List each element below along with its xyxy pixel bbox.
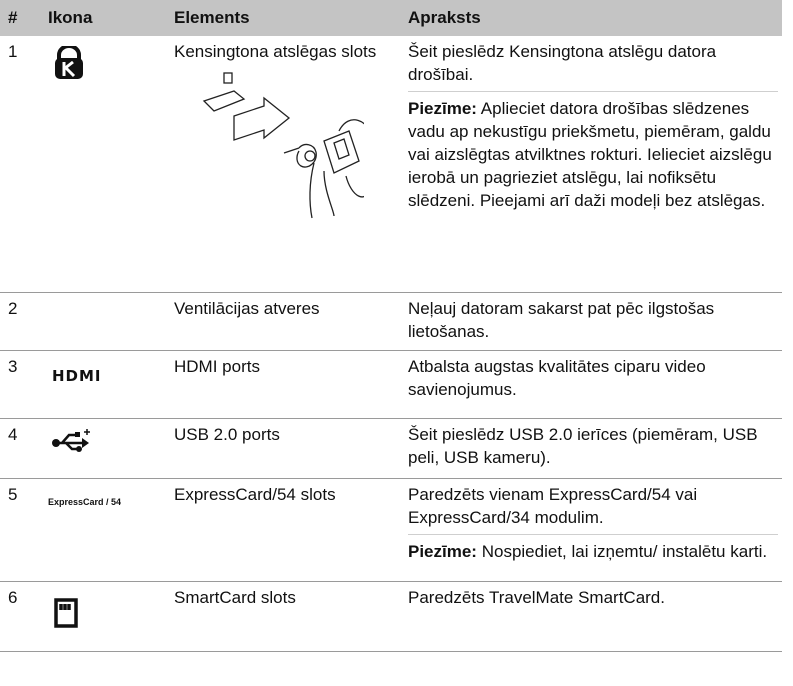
kensington-icon <box>55 44 83 79</box>
description: Neļauj datoram sakarst pat pēc ilgstošas… <box>400 292 782 351</box>
header: Elements <box>166 0 400 36</box>
row: 5 ExpressCard / 54 ExpressCard/54 slots … <box>0 478 782 582</box>
row: 1 Kensingtona atslēgas slots <box>0 36 782 293</box>
smartcard-icon <box>54 597 78 628</box>
note-label: Piezīme: <box>408 99 477 118</box>
header: Apraksts <box>400 0 782 36</box>
header: Ikona <box>40 0 166 36</box>
description: Šeit pieslēdz Kensingtona atslēgu datora… <box>408 42 717 84</box>
lock-illustration <box>202 72 374 219</box>
expresscard-logo: ExpressCard / 54 <box>48 496 122 507</box>
header: # <box>0 0 40 36</box>
note: Piezīme: Nospiediet, lai izņemtu/ instal… <box>408 533 778 563</box>
note-text: Aplieciet datora drošības slēdzenes vadu… <box>408 99 772 210</box>
element-cell: Kensingtona atslēgas slots <box>166 36 400 293</box>
description-cell: Šeit pieslēdz Kensingtona atslēgu datora… <box>400 36 782 293</box>
number: 2 <box>0 292 40 351</box>
icon: ExpressCard / 54 <box>40 478 166 582</box>
row: 2 Ventilācijas atveres Neļauj datoram sa… <box>0 292 782 351</box>
number: 1 <box>0 36 40 293</box>
description: Paredzēts TravelMate SmartCard. <box>400 581 782 652</box>
row: 4 USB 2.0 ports Šeit pieslēdz USB 2.0 ie… <box>0 418 782 479</box>
note-text: Nospiediet, lai izņemtu/ instalētu karti… <box>481 541 768 561</box>
element: ExpressCard/54 slots <box>166 478 400 582</box>
number: 5 <box>0 478 40 582</box>
icon <box>40 581 166 652</box>
row: 6 SmartCard slots Paredzēts TravelMate S… <box>0 581 782 652</box>
icon: HDMI <box>40 350 166 419</box>
description: Atbalsta augstas kvalitātes ciparu video… <box>400 350 782 419</box>
note: Piezīme: Aplieciet datora drošības slēdz… <box>408 91 778 212</box>
number: 4 <box>0 418 40 479</box>
description: Paredzēts vienam ExpressCard/54 vai Expr… <box>408 484 698 527</box>
number: 3 <box>0 350 40 419</box>
header-row: # Ikona Elements Apraksts <box>0 0 782 36</box>
number: 6 <box>0 581 40 652</box>
spec-table: # Ikona Elements Apraksts 1 Kensingtona … <box>0 0 782 652</box>
description: Šeit pieslēdz USB 2.0 ierīces (piemēram,… <box>400 418 782 479</box>
element: USB 2.0 ports <box>166 418 400 479</box>
element: Ventilācijas atveres <box>166 292 400 351</box>
row: 3 HDMI HDMI ports Atbalsta augstas kvali… <box>0 350 782 419</box>
usb-icon <box>52 428 90 452</box>
description-cell: Paredzēts vienam ExpressCard/54 vai Expr… <box>400 478 782 582</box>
hdmi-logo: HDMI <box>52 366 102 385</box>
element: Kensingtona atslēgas slots <box>174 42 377 61</box>
icon <box>40 292 166 351</box>
element: SmartCard slots <box>166 581 400 652</box>
icon <box>40 36 166 293</box>
note-label: Piezīme: <box>408 541 477 561</box>
element: HDMI ports <box>166 350 400 419</box>
icon <box>40 418 166 479</box>
